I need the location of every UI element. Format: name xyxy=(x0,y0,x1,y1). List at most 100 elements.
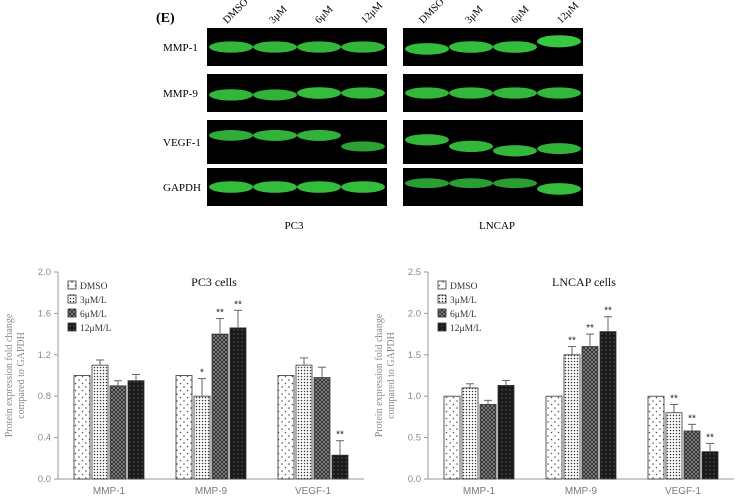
protein-label: MMP-1 xyxy=(163,42,198,54)
bar xyxy=(683,430,701,480)
bar xyxy=(211,333,229,480)
lane-label: 12μM xyxy=(359,0,385,26)
blot-band xyxy=(341,141,385,152)
significance-marker: ** xyxy=(706,432,714,443)
legend-swatch xyxy=(67,294,77,304)
blot-band xyxy=(537,183,581,195)
blot-mmp-1-pc3 xyxy=(207,28,387,66)
blot-vegf-1-lncap xyxy=(403,120,583,164)
legend-entry: 12μM/L xyxy=(80,324,112,334)
blot-band xyxy=(341,181,385,193)
blot-band xyxy=(537,87,581,99)
chart-title: PC3 cells xyxy=(191,275,237,289)
blot-panels xyxy=(207,28,583,206)
legend-entry: 12μM/L xyxy=(450,324,482,334)
y-tick-label: 1.5 xyxy=(408,350,421,361)
significance-marker: ** xyxy=(216,308,224,319)
y-tick-label: 0.4 xyxy=(38,433,51,444)
category-label: MMP-1 xyxy=(93,486,126,497)
blot-gapdh-lncap xyxy=(403,168,583,206)
blot-mmp-1-lncap xyxy=(403,28,583,66)
significance-marker: ** xyxy=(670,393,678,404)
bar xyxy=(461,387,479,480)
significance-marker: ** xyxy=(234,299,242,310)
legend-entry: DMSO xyxy=(450,282,478,292)
bar xyxy=(497,385,515,480)
bar xyxy=(331,454,349,480)
y-tick-label: 1.2 xyxy=(38,350,51,361)
significance-marker: ** xyxy=(336,430,344,441)
protein-label: MMP-9 xyxy=(163,88,198,100)
y-tick-label: 2.0 xyxy=(408,308,421,319)
protein-label: VEGF-1 xyxy=(163,137,201,149)
legend-swatch xyxy=(67,322,77,332)
legend-swatch xyxy=(437,308,447,318)
y-tick-label: 0.0 xyxy=(38,474,51,485)
lane-label: 12μM xyxy=(555,0,581,26)
legend-swatch xyxy=(437,280,447,290)
blot-band xyxy=(209,181,253,193)
bar xyxy=(295,364,313,480)
y-tick-label: 0.5 xyxy=(408,433,421,444)
lane-label: DMSO xyxy=(221,0,251,26)
blot-band xyxy=(493,178,537,189)
blot-mmp-9-lncap xyxy=(403,74,583,112)
blot-band xyxy=(253,129,297,141)
bar xyxy=(443,395,461,480)
lane-label: 3μM xyxy=(267,4,290,27)
blot-band xyxy=(341,41,385,53)
y-tick-label: 2.5 xyxy=(408,267,421,278)
blot-band xyxy=(209,41,253,53)
lane-label: 6μM xyxy=(313,4,336,27)
legend-entry: DMSO xyxy=(80,282,108,292)
blot-band xyxy=(297,87,341,99)
lane-label: DMSO xyxy=(417,0,447,26)
significance-marker: * xyxy=(200,368,204,379)
category-label: MMP-9 xyxy=(195,486,228,497)
blot-band xyxy=(493,41,537,53)
y-tick-label: 2.0 xyxy=(38,267,51,278)
legend-entry: 3μM/L xyxy=(450,296,477,306)
legend-entry: 6μM/L xyxy=(450,310,477,320)
blot-mmp-9-pc3 xyxy=(207,74,387,112)
chart-title: LNCAP cells xyxy=(552,275,616,289)
chart-pc3: 0.0 0.4 0.8 1.2 1.6 2.0 Protein expression fol… xyxy=(4,267,364,497)
bar xyxy=(581,346,599,480)
bar xyxy=(479,404,497,480)
blot-band xyxy=(209,89,253,101)
bar xyxy=(91,364,109,480)
blot-band xyxy=(449,87,493,99)
significance-marker: ** xyxy=(586,323,594,334)
bar xyxy=(229,327,247,480)
blot-band xyxy=(209,130,253,141)
blot-gapdh-pc3 xyxy=(207,168,387,206)
significance-marker: ** xyxy=(568,336,576,347)
blot-band xyxy=(449,178,493,189)
blot-band xyxy=(405,43,449,55)
blot-band xyxy=(253,89,297,101)
legend-swatch xyxy=(437,322,447,332)
category-label: VEGF-1 xyxy=(295,486,332,497)
bar xyxy=(599,331,617,480)
bar xyxy=(313,377,331,480)
y-axis-label: Protein expression fold change xyxy=(374,313,385,437)
legend-swatch xyxy=(67,308,77,318)
bar xyxy=(563,354,581,480)
y-axis-label: compared to GAPDH xyxy=(386,332,397,419)
significance-marker: ** xyxy=(604,306,612,317)
bar xyxy=(127,380,145,480)
bar xyxy=(109,385,127,480)
blot-band xyxy=(297,129,341,141)
blot-band xyxy=(253,41,297,53)
bar xyxy=(545,395,563,480)
blot-band xyxy=(537,143,581,155)
y-tick-label: 0.0 xyxy=(408,474,421,485)
legend-swatch xyxy=(67,280,77,290)
protein-labels: MMP-1 MMP-9 VEGF-1 GAPDH xyxy=(163,42,201,194)
lane-label: 3μM xyxy=(463,4,486,27)
blot-band xyxy=(493,145,537,157)
legend-entry: 3μM/L xyxy=(80,296,107,306)
significance-marker: ** xyxy=(688,413,696,424)
blot-band xyxy=(297,41,341,53)
protein-label: GAPDH xyxy=(163,182,201,194)
